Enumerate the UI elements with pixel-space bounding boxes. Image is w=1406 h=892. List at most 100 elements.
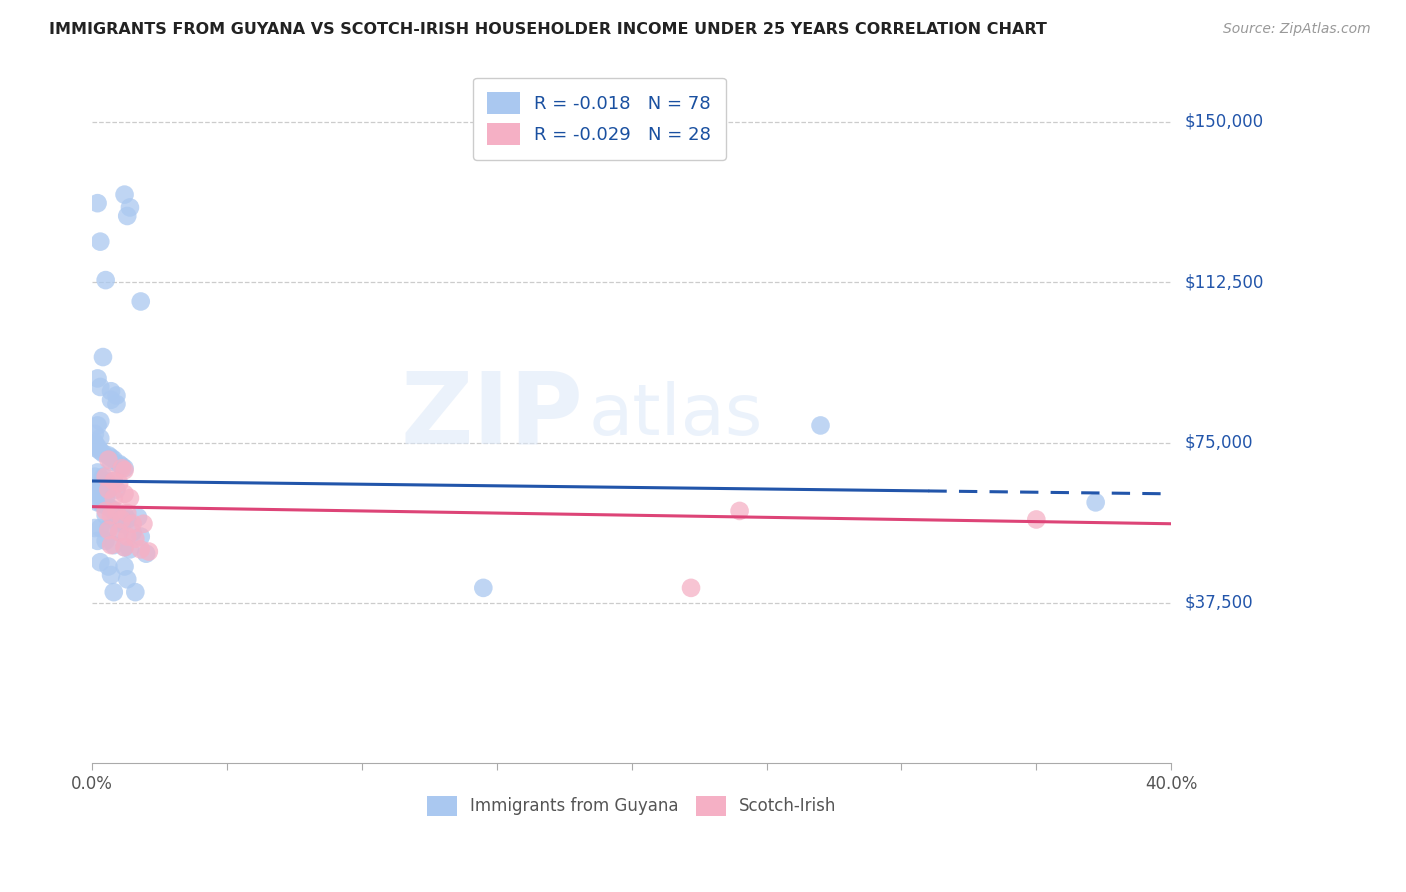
Point — [118, 491, 141, 505]
Point — [89, 414, 111, 428]
Point — [91, 498, 114, 512]
Point — [86, 533, 108, 548]
Point — [89, 478, 111, 492]
Text: $112,500: $112,500 — [1185, 273, 1264, 292]
Point — [103, 452, 125, 467]
Point — [83, 438, 105, 452]
Point — [103, 491, 125, 505]
Point — [83, 427, 105, 442]
Point — [129, 294, 152, 309]
Point — [108, 525, 131, 540]
Point — [132, 516, 155, 531]
Point — [103, 474, 125, 488]
Point — [89, 495, 111, 509]
Point — [100, 384, 122, 399]
Point — [728, 504, 751, 518]
Point — [108, 476, 131, 491]
Point — [111, 516, 134, 531]
Point — [86, 466, 108, 480]
Point — [94, 469, 117, 483]
Point — [100, 392, 122, 407]
Point — [111, 458, 134, 473]
Point — [100, 450, 122, 465]
Point — [114, 508, 136, 523]
Point — [94, 273, 117, 287]
Point — [108, 457, 131, 471]
Point — [103, 585, 125, 599]
Point — [86, 371, 108, 385]
Point — [679, 581, 702, 595]
Point — [105, 504, 128, 518]
Point — [89, 431, 111, 445]
Point — [117, 209, 139, 223]
Text: ZIP: ZIP — [401, 368, 583, 465]
Point — [91, 469, 114, 483]
Point — [124, 585, 146, 599]
Point — [472, 581, 495, 595]
Point — [83, 484, 105, 499]
Point — [89, 380, 111, 394]
Point — [810, 418, 832, 433]
Point — [89, 444, 111, 458]
Point — [118, 542, 141, 557]
Point — [114, 461, 136, 475]
Point — [97, 521, 120, 535]
Point — [97, 523, 120, 537]
Point — [94, 533, 117, 548]
Point — [86, 440, 108, 454]
Point — [97, 559, 120, 574]
Point — [94, 508, 117, 523]
Point — [114, 187, 136, 202]
Point — [89, 235, 111, 249]
Point — [100, 501, 122, 516]
Point — [94, 491, 117, 505]
Point — [100, 455, 122, 469]
Point — [91, 446, 114, 460]
Point — [100, 538, 122, 552]
Point — [94, 504, 117, 518]
Point — [89, 521, 111, 535]
Point — [117, 572, 139, 586]
Point — [105, 397, 128, 411]
Point — [86, 495, 108, 509]
Point — [100, 508, 122, 523]
Point — [91, 350, 114, 364]
Point — [135, 547, 157, 561]
Point — [117, 512, 139, 526]
Point — [86, 442, 108, 456]
Point — [118, 201, 141, 215]
Point — [97, 500, 120, 514]
Text: $37,500: $37,500 — [1185, 594, 1254, 612]
Point — [105, 483, 128, 497]
Point — [100, 568, 122, 582]
Point — [124, 532, 146, 546]
Text: $150,000: $150,000 — [1185, 113, 1264, 131]
Point — [83, 521, 105, 535]
Point — [114, 541, 136, 555]
Point — [127, 510, 149, 524]
Point — [1084, 495, 1107, 509]
Point — [129, 530, 152, 544]
Point — [121, 525, 143, 540]
Point — [129, 542, 152, 557]
Point — [91, 478, 114, 492]
Point — [97, 452, 120, 467]
Point — [105, 388, 128, 402]
Point — [121, 516, 143, 531]
Point — [103, 538, 125, 552]
Point — [86, 487, 108, 501]
Point — [103, 504, 125, 518]
Point — [86, 418, 108, 433]
Point — [111, 512, 134, 526]
Point — [89, 487, 111, 501]
Point — [103, 474, 125, 488]
Point — [114, 541, 136, 555]
Point — [108, 525, 131, 540]
Point — [83, 469, 105, 483]
Point — [117, 506, 139, 520]
Text: Source: ZipAtlas.com: Source: ZipAtlas.com — [1223, 22, 1371, 37]
Text: $75,000: $75,000 — [1185, 434, 1254, 451]
Point — [114, 559, 136, 574]
Point — [138, 544, 160, 558]
Point — [83, 435, 105, 450]
